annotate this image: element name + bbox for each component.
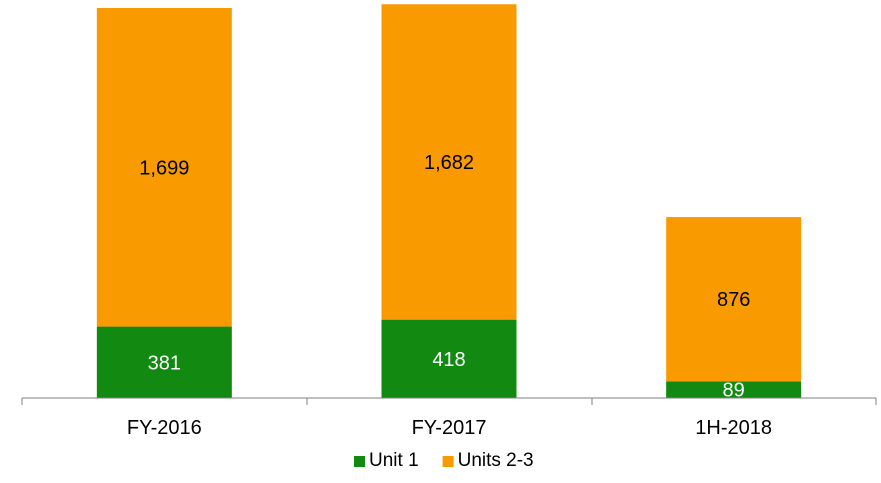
data-label: 418 (432, 349, 465, 371)
bar-unit-1 (666, 381, 802, 398)
x-tick-label: FY-2016 (127, 417, 202, 439)
data-label: 1,699 (139, 157, 189, 179)
bar-units-2-3 (381, 4, 517, 320)
legend: Unit 1 Units 2-3 (354, 450, 534, 471)
x-tick-labels: FY-2016 FY-2017 1H-2018 (127, 417, 772, 439)
bar-units-2-3 (666, 217, 802, 382)
legend-label: Units 2-3 (458, 450, 534, 471)
bars-layer (96, 4, 802, 398)
data-label: 1,682 (424, 152, 474, 174)
legend-swatch (442, 456, 454, 467)
data-label: 876 (717, 289, 750, 311)
bar-unit-1 (381, 319, 517, 398)
bar-units-2-3 (96, 8, 232, 327)
data-labels-layer: 381 1,699 418 1,682 89 876 (139, 152, 750, 402)
x-axis (21, 397, 877, 405)
x-tick-label: FY-2017 (412, 417, 487, 439)
legend-label: Unit 1 (369, 450, 419, 471)
x-tick-label: 1H-2018 (695, 417, 772, 439)
bar-unit-1 (96, 326, 232, 398)
legend-swatch (354, 456, 365, 467)
data-label: 381 (148, 352, 181, 374)
data-label: 89 (723, 380, 745, 402)
